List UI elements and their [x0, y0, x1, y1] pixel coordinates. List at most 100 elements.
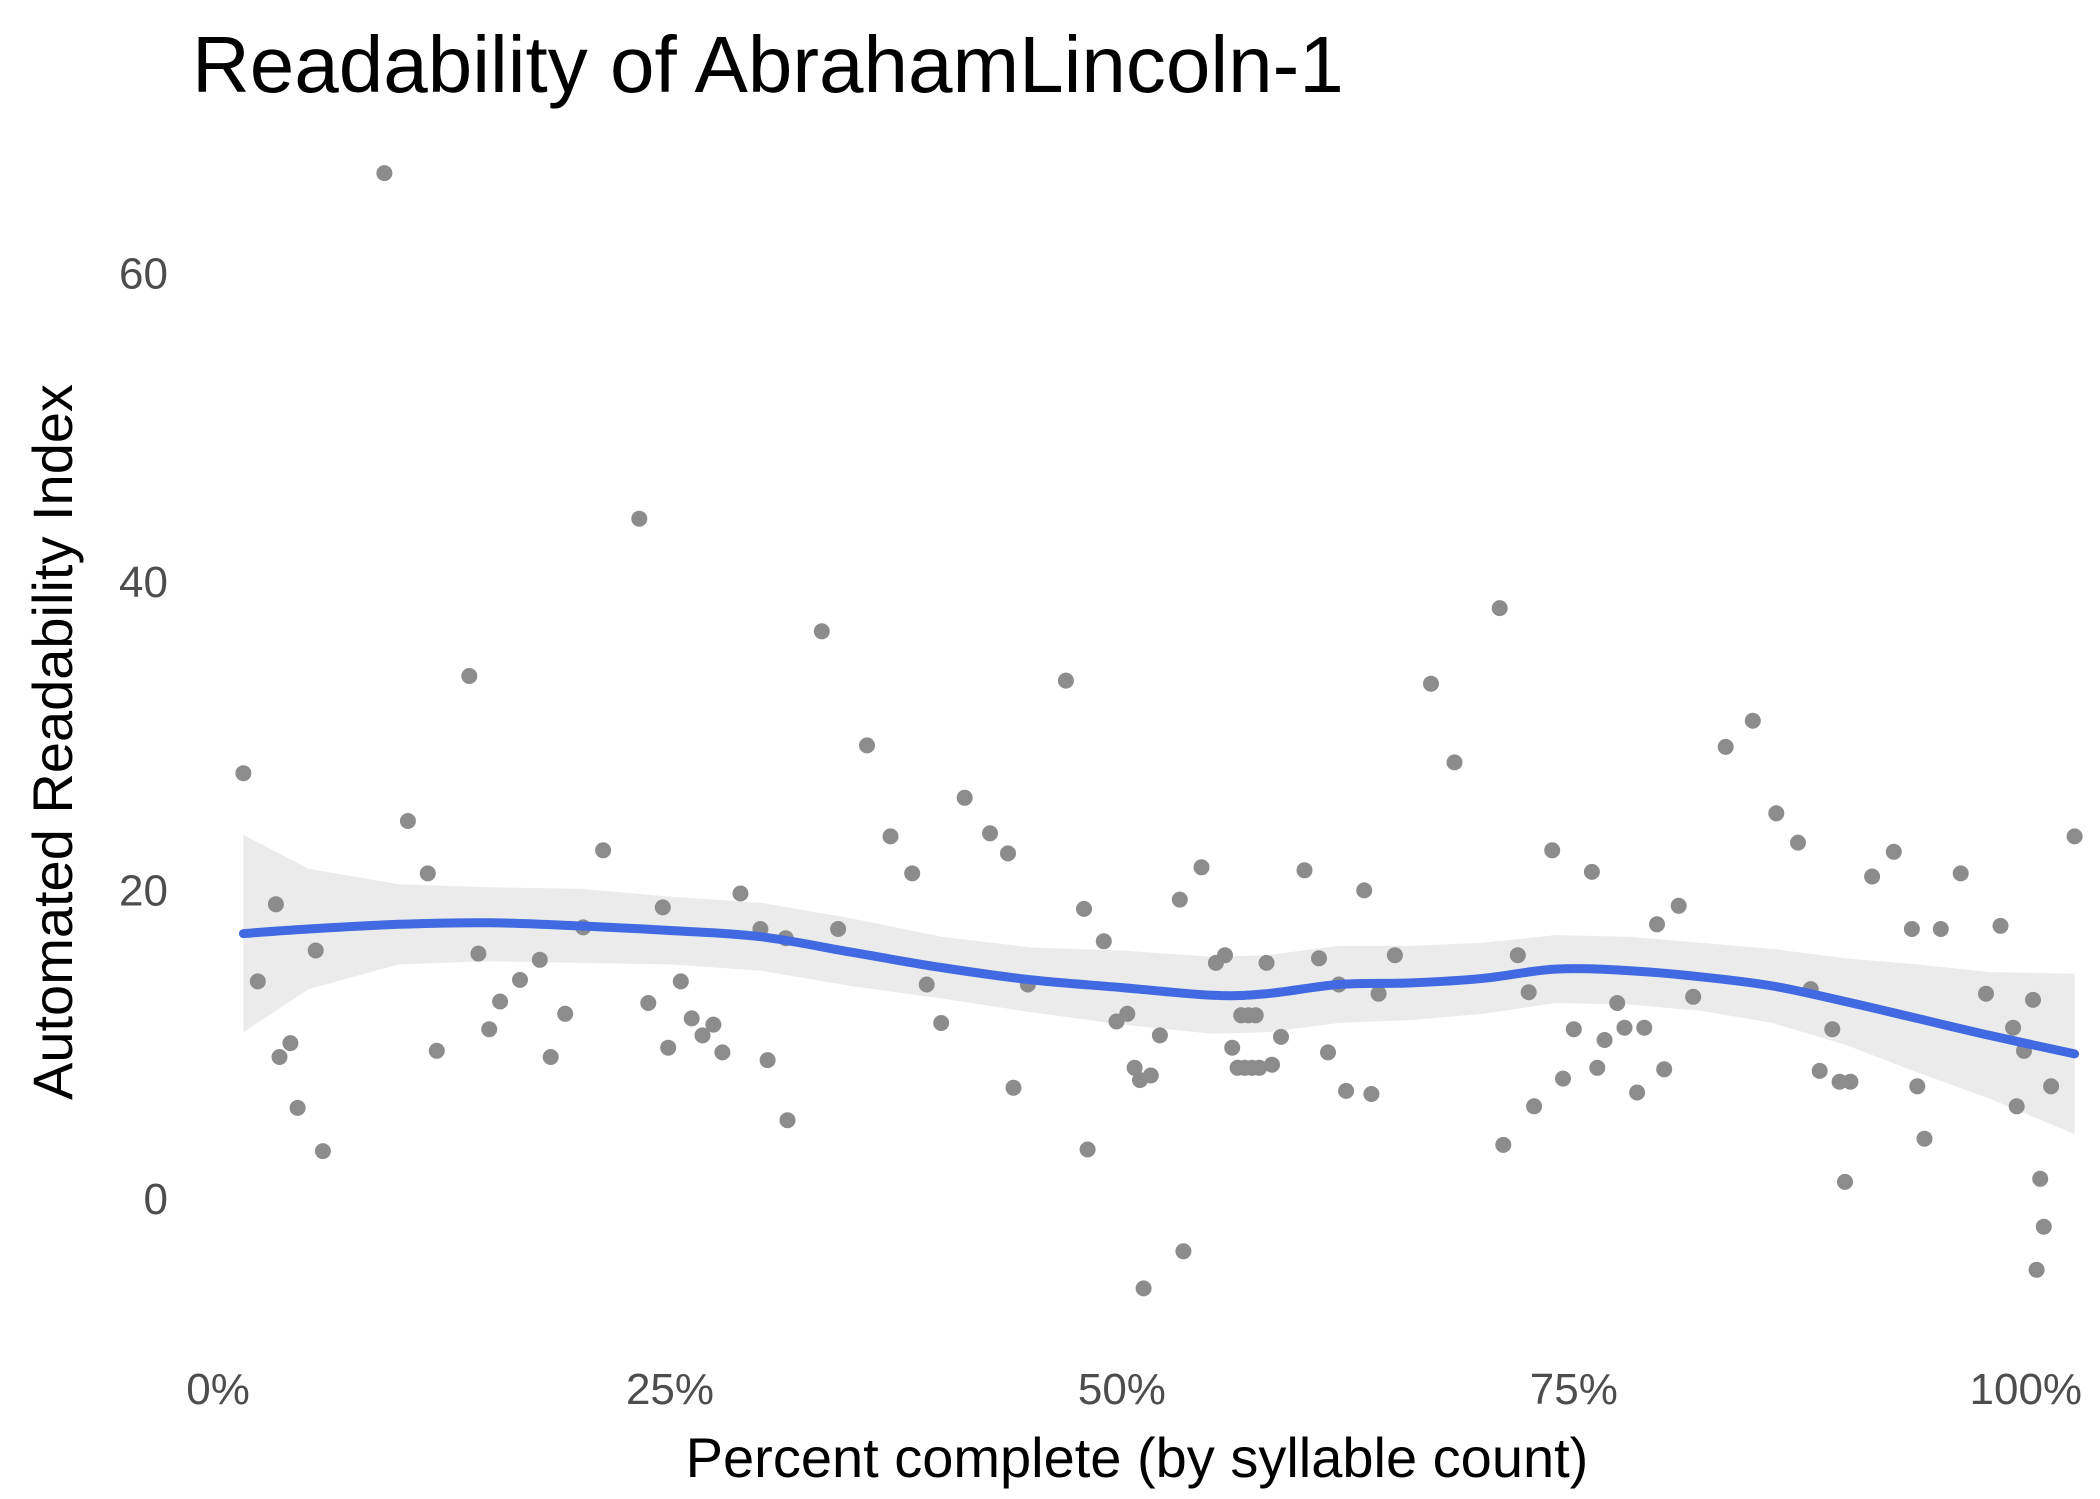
- data-point-36: [813, 623, 830, 640]
- data-point-54: [1126, 1059, 1143, 1076]
- data-point-33: [759, 1052, 776, 1069]
- data-point-97: [1609, 995, 1626, 1011]
- data-point-124: [2005, 1019, 2022, 1036]
- data-point-7: [314, 1143, 331, 1160]
- data-point-60: [1175, 1243, 1192, 1260]
- y-axis-ticks: 0 20 40 60: [119, 249, 168, 1224]
- data-point-14: [481, 1021, 498, 1038]
- data-point-58: [1151, 1027, 1168, 1044]
- data-point-74: [1273, 1028, 1289, 1045]
- data-point-111: [1824, 1021, 1841, 1038]
- data-point-50: [1079, 1141, 1096, 1158]
- data-point-129: [2032, 1170, 2049, 1187]
- data-point-30: [714, 1044, 731, 1061]
- data-point-83: [1386, 947, 1403, 964]
- data-point-18: [542, 1049, 559, 1065]
- y-tick-label: 60: [119, 249, 168, 298]
- data-point-118: [1909, 1078, 1926, 1095]
- data-point-123: [1992, 917, 2009, 934]
- data-point-72: [1258, 954, 1275, 971]
- data-point-131: [2043, 1078, 2060, 1095]
- data-point-87: [1495, 1136, 1512, 1153]
- data-point-103: [1670, 897, 1687, 914]
- data-point-40: [904, 865, 921, 882]
- data-point-101: [1649, 916, 1665, 933]
- data-point-11: [428, 1042, 445, 1059]
- x-axis-ticks: 0% 25% 50% 75% 100%: [186, 1365, 2082, 1414]
- data-point-56: [1135, 1280, 1152, 1297]
- data-point-12: [461, 668, 478, 684]
- data-point-117: [1903, 921, 1920, 937]
- data-point-88: [1509, 947, 1526, 964]
- data-point-63: [1217, 947, 1233, 964]
- data-point-19: [557, 1005, 574, 1022]
- data-point-48: [1057, 672, 1074, 689]
- data-point-132: [2066, 828, 2083, 845]
- data-point-114: [1842, 1073, 1859, 1090]
- data-point-75: [1296, 862, 1313, 879]
- data-point-21: [595, 842, 612, 859]
- data-point-29: [705, 1016, 722, 1033]
- points-layer: [235, 165, 2083, 1297]
- data-point-13: [470, 945, 487, 962]
- data-point-79: [1338, 1082, 1355, 1099]
- data-point-9: [399, 813, 416, 829]
- y-tick-label: 40: [119, 558, 168, 607]
- data-point-44: [982, 825, 998, 842]
- data-point-85: [1446, 754, 1463, 771]
- data-point-107: [1768, 805, 1785, 822]
- data-point-95: [1589, 1059, 1606, 1076]
- data-point-110: [1811, 1062, 1828, 1079]
- data-point-16: [512, 971, 528, 988]
- data-point-46: [1005, 1079, 1022, 1096]
- data-point-37: [830, 921, 847, 937]
- data-point-10: [419, 865, 436, 882]
- data-point-64: [1224, 1039, 1241, 1056]
- data-point-91: [1544, 842, 1561, 859]
- data-point-15: [492, 993, 509, 1010]
- x-tick-label: 0%: [186, 1365, 250, 1414]
- data-point-84: [1423, 675, 1439, 692]
- y-tick-label: 20: [119, 866, 168, 915]
- data-point-119: [1916, 1130, 1933, 1147]
- data-point-41: [918, 976, 935, 993]
- data-point-0: [235, 765, 252, 782]
- x-tick-label: 25%: [626, 1365, 714, 1414]
- data-point-116: [1885, 843, 1902, 860]
- data-point-53: [1119, 1005, 1136, 1022]
- data-point-92: [1555, 1070, 1571, 1087]
- data-point-130: [2035, 1218, 2052, 1235]
- data-point-108: [1790, 834, 1806, 851]
- data-point-96: [1596, 1032, 1613, 1048]
- data-point-81: [1363, 1086, 1380, 1102]
- data-point-35: [779, 1112, 796, 1129]
- data-point-8: [376, 165, 393, 182]
- data-point-45: [1000, 845, 1016, 862]
- y-axis-title: Automated Readability Index: [21, 384, 84, 1100]
- data-point-51: [1095, 933, 1112, 950]
- data-point-89: [1520, 984, 1537, 1001]
- data-point-39: [882, 828, 899, 845]
- x-tick-label: 100%: [1970, 1365, 2083, 1414]
- smooth-line: [238, 918, 2080, 1059]
- data-point-99: [1629, 1084, 1646, 1101]
- data-point-115: [1864, 868, 1881, 885]
- data-point-49: [1076, 900, 1092, 917]
- data-point-57: [1142, 1067, 1159, 1084]
- data-point-125: [2008, 1098, 2025, 1115]
- data-point-102: [1656, 1061, 1673, 1078]
- data-point-76: [1311, 950, 1327, 967]
- data-point-93: [1565, 1021, 1582, 1038]
- data-point-5: [289, 1099, 306, 1116]
- data-point-113: [1837, 1173, 1853, 1190]
- data-point-17: [531, 951, 548, 968]
- y-tick-label: 0: [144, 1175, 168, 1224]
- data-point-4: [282, 1035, 299, 1052]
- data-point-121: [1952, 865, 1969, 882]
- confidence-band: [243, 834, 2075, 1135]
- data-point-23: [640, 995, 657, 1011]
- data-point-43: [956, 789, 973, 806]
- plot-area: [235, 165, 2083, 1297]
- data-point-104: [1685, 988, 1702, 1005]
